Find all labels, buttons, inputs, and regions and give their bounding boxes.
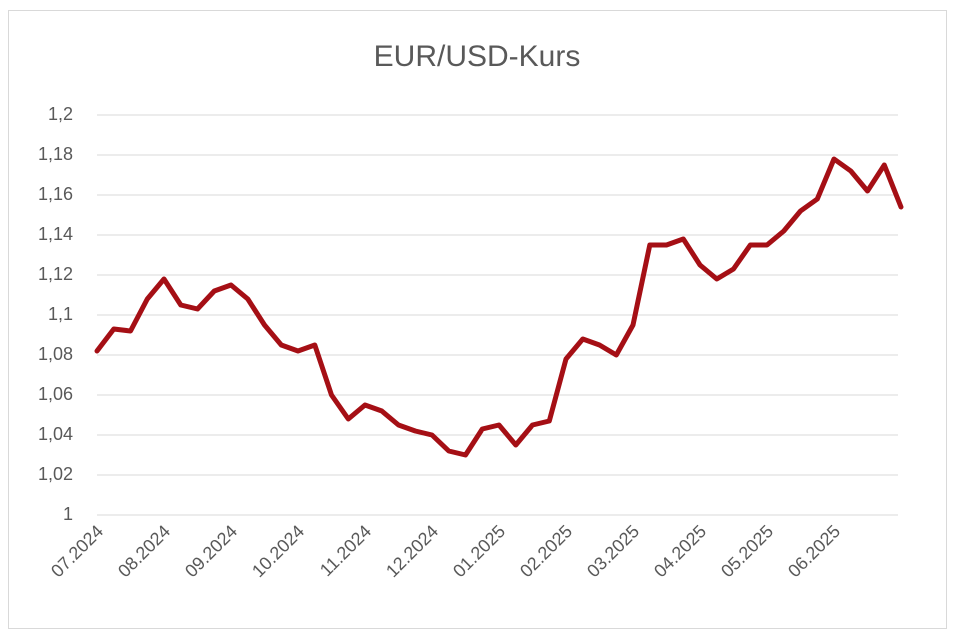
y-tick-label: 1,06 <box>38 384 73 404</box>
y-tick-label: 1,02 <box>38 464 73 484</box>
data-line <box>94 156 904 458</box>
y-tick-label: 1,14 <box>38 224 73 244</box>
y-tick-label: 1,16 <box>38 184 73 204</box>
y-tick-label: 1,1 <box>48 304 73 324</box>
y-tick-label: 1,08 <box>38 344 73 364</box>
y-tick-label: 1,18 <box>38 144 73 164</box>
y-tick-label: 1,2 <box>48 104 73 124</box>
chart-border <box>8 10 947 629</box>
chart-title: EUR/USD-Kurs <box>374 40 581 73</box>
y-tick-label: 1,12 <box>38 264 73 284</box>
y-tick-label: 1,04 <box>38 424 73 444</box>
y-tick-label: 1 <box>63 504 73 524</box>
